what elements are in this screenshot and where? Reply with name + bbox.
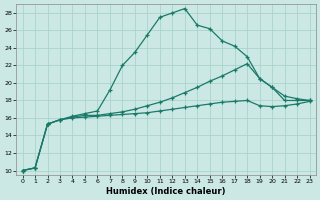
X-axis label: Humidex (Indice chaleur): Humidex (Indice chaleur) [106, 187, 226, 196]
